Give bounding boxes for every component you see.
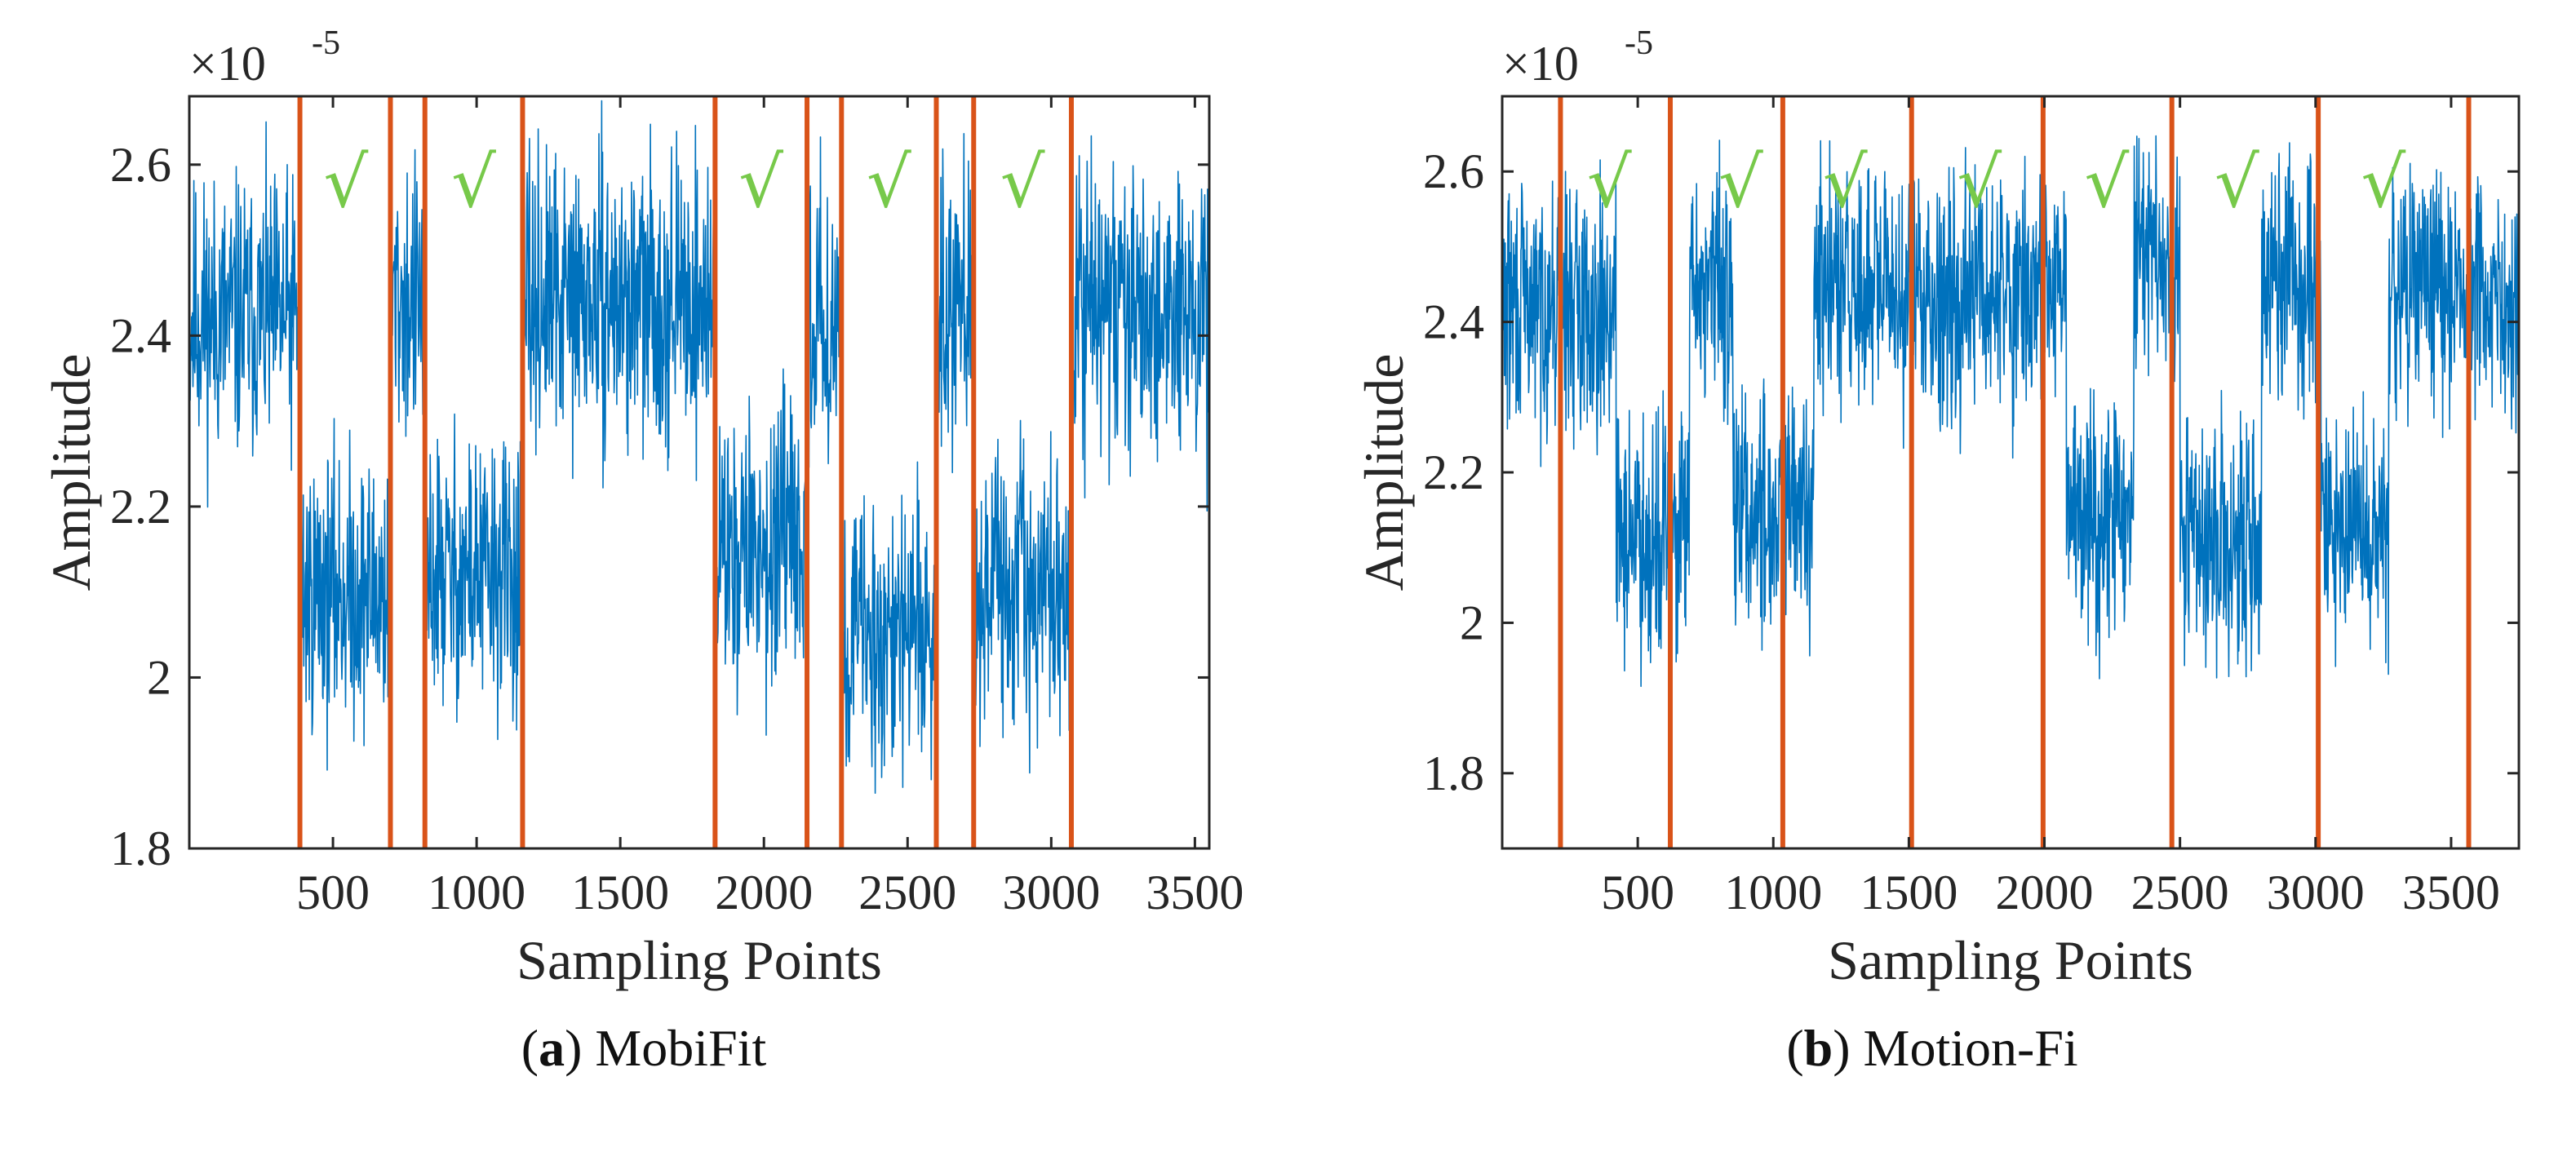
x-tick-label-3000: 3000 bbox=[2267, 866, 2365, 919]
caption-a-label: a bbox=[539, 1019, 565, 1077]
x-tick-label-500: 500 bbox=[1601, 866, 1674, 919]
y-axis-label: Amplitude bbox=[1353, 354, 1415, 591]
y-tick-label-4: 2.6 bbox=[1423, 144, 1484, 198]
exponent-label: ×10 bbox=[1502, 37, 1579, 91]
panel-b: √ √ √ √ √ √ √ 500 1000 1500 2000 2500 3000 3500 1.8 2 2.… bbox=[1288, 0, 2576, 1156]
x-axis-label: Sampling Points bbox=[1828, 929, 2193, 991]
x-tick-label-2500: 2500 bbox=[2131, 866, 2229, 919]
caption-b-label: b bbox=[1803, 1019, 1833, 1077]
check-mark-3: √ bbox=[1823, 142, 1868, 224]
check-mark-2: √ bbox=[1718, 142, 1763, 224]
y-tick-label-1: 2 bbox=[147, 650, 171, 704]
y-tick-label-2: 2.2 bbox=[1423, 445, 1484, 499]
check-mark-4: √ bbox=[1957, 142, 2002, 224]
chart-a: √ √ √ √ √ 500 1000 1500 2000 2500 3000 3500 1.8 2 2.2 2… bbox=[40, 24, 1244, 991]
exponent-power: -5 bbox=[1625, 24, 1653, 62]
exponent-label: ×10 bbox=[189, 37, 266, 91]
check-mark-1: √ bbox=[1587, 142, 1632, 224]
x-tick-label-3000: 3000 bbox=[1002, 866, 1100, 919]
caption-a-text: MobiFit bbox=[595, 1019, 767, 1077]
exponent-power: -5 bbox=[312, 24, 340, 62]
y-tick-label-0: 1.8 bbox=[110, 822, 171, 875]
x-tick-label-3500: 3500 bbox=[2402, 866, 2500, 919]
x-tick-label-1500: 1500 bbox=[571, 866, 669, 919]
check-mark-2: √ bbox=[451, 142, 496, 224]
x-tick-label-3500: 3500 bbox=[1146, 866, 1244, 919]
plot-area bbox=[189, 96, 1209, 848]
y-tick-label-3: 2.4 bbox=[1423, 295, 1484, 349]
check-mark-5: √ bbox=[2085, 142, 2130, 224]
x-tick-label-1000: 1000 bbox=[1724, 866, 1822, 919]
y-axis-label: Amplitude bbox=[40, 354, 102, 591]
y-tick-label-4: 2.6 bbox=[110, 138, 171, 192]
panel-a: √ √ √ √ √ 500 1000 1500 2000 2500 3000 3500 1.8 2 2.2 2… bbox=[40, 24, 1244, 1077]
check-mark-3: √ bbox=[738, 142, 783, 224]
caption-b: (b) Motion-Fi bbox=[1786, 1019, 2078, 1077]
check-mark-6: √ bbox=[2215, 142, 2259, 224]
x-tick-label-1000: 1000 bbox=[428, 866, 525, 919]
caption-a: (a) MobiFit bbox=[521, 1019, 767, 1077]
y-tick-label-0: 1.8 bbox=[1423, 746, 1484, 800]
check-mark-1: √ bbox=[323, 142, 368, 224]
x-axis-label: Sampling Points bbox=[517, 929, 882, 991]
chart-b: √ √ √ √ √ √ √ 500 1000 1500 2000 2500 3000 3500 1.8 2 2.… bbox=[1353, 24, 2521, 991]
x-tick-label-2000: 2000 bbox=[1996, 866, 2094, 919]
y-tick-label-1: 2 bbox=[1460, 596, 1484, 649]
check-mark-7: √ bbox=[2361, 142, 2405, 224]
caption-b-text: Motion-Fi bbox=[1863, 1019, 2078, 1077]
x-tick-label-1500: 1500 bbox=[1860, 866, 1957, 919]
x-tick-label-2500: 2500 bbox=[858, 866, 956, 919]
check-mark-5: √ bbox=[1000, 142, 1045, 224]
y-tick-label-3: 2.4 bbox=[110, 308, 171, 362]
y-tick-label-2: 2.2 bbox=[110, 480, 171, 534]
axes-frame bbox=[188, 95, 1211, 850]
check-mark-4: √ bbox=[867, 142, 911, 224]
amplitude-series-line bbox=[188, 100, 1210, 795]
x-tick-label-2000: 2000 bbox=[715, 866, 813, 919]
x-tick-label-500: 500 bbox=[296, 866, 370, 919]
